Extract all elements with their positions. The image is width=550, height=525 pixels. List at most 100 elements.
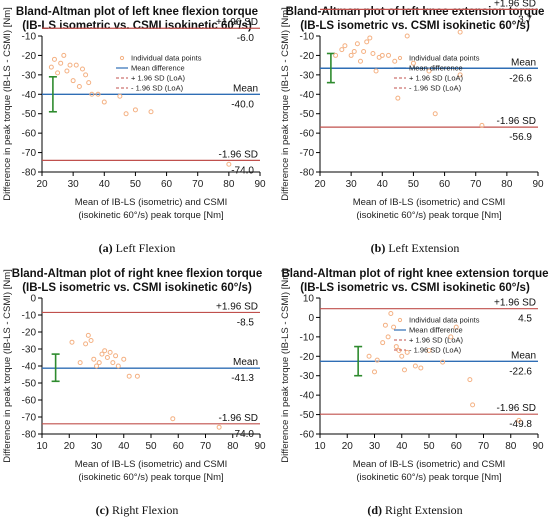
caption-text: Left Extension [385,241,459,255]
data-point [113,353,119,359]
x-axis-label: Mean of IB-LS (isometric) and CSMI [75,459,228,470]
panel-caption: (a) Left Flexion [99,241,176,255]
lower-loa-label: -1.96 SD [219,413,258,424]
y-tick-label: -80 [22,430,37,441]
legend-upper-label: + 1.96 SD (LoA) [409,74,463,83]
upper-loa-label: +1.96 SD [216,17,258,28]
legend-upper-label: + 1.96 SD (LoA) [409,336,463,345]
x-tick-label: 40 [99,179,111,190]
data-point [58,60,64,66]
data-point [357,58,363,64]
x-tick-label: 30 [346,179,358,190]
x-tick-label: 50 [145,441,157,452]
data-point [94,363,99,369]
data-point [372,369,377,375]
data-point [342,43,348,49]
x-tick-label: 60 [161,179,173,190]
data-point [104,355,110,360]
upper-loa-value: -6.0 [237,33,255,44]
y-tick-label: -20 [22,51,37,62]
y-axis-label: Difference in peak torque (IB-LS - CSMI)… [280,7,291,201]
x-tick-label: 60 [439,179,451,190]
y-tick-label: 10 [303,294,315,305]
panel-caption: (d) Right Extension [367,503,462,517]
data-point [91,356,97,362]
caption-text: Left Flexion [113,241,176,255]
x-axis-label: Mean of IB-LS (isometric) and CSMI [353,459,506,470]
chart-title: Bland-Altman plot of right knee flexion … [12,268,262,280]
mean-label: Mean [511,350,536,361]
x-tick-label: 20 [342,441,354,452]
caption-letter: (c) [96,503,109,517]
y-tick-label: -40 [300,90,315,101]
mean-label: Mean [233,83,258,94]
data-point [426,68,432,74]
data-point [440,359,446,365]
x-axis-label: Mean of IB-LS (isometric) and CSMI [75,197,228,208]
x-tick-label: 50 [408,179,420,190]
data-point [333,52,339,58]
data-point [55,70,61,76]
legend-lower-label: - 1.96 SD (LoA) [409,84,462,93]
upper-loa-value: -8.5 [237,317,255,328]
x-tick-label: 90 [254,441,266,452]
chart-subtitle: (IB-LS isometric vs. CSMI isokinetic 60°… [300,20,530,32]
data-point [401,367,407,373]
data-point [370,50,376,56]
mean-value: -26.6 [509,73,532,84]
x-tick-label: 10 [36,441,48,452]
legend-lower-label: - 1.96 SD (LoA) [131,84,184,93]
x-tick-label: 10 [314,441,326,452]
data-point [107,349,113,355]
y-tick-label: -30 [300,371,315,382]
chart-title: Bland-Altman plot of left knee flexion t… [16,6,258,18]
y-tick-label: -10 [300,32,315,43]
data-point [467,377,473,383]
caption-letter: (d) [367,503,382,517]
data-point [148,109,154,115]
y-tick-label: -60 [22,129,37,140]
mean-value: -22.6 [509,366,532,377]
data-point [61,52,67,58]
y-axis-label: Difference in peak torque (IB-LS - CSMI)… [2,7,13,201]
x-axis-label-line2: (isokinetic 60°/s) peak torque [Nm] [356,210,501,221]
data-point [132,107,138,113]
y-tick-label: -30 [22,345,37,356]
data-point [170,416,176,422]
y-axis-label: Difference in peak torque (IB-LS - CSMI)… [280,269,291,463]
x-tick-label: 80 [223,179,235,190]
data-point [48,64,54,70]
data-point [121,356,127,362]
y-tick-label: -40 [22,362,37,373]
legend-mean-label: Mean difference [409,326,463,335]
chart-panel-4: Bland-Altman plot of right knee extensio… [280,268,549,517]
x-tick-label: 20 [36,179,48,190]
data-point [134,373,140,379]
x-tick-label: 20 [314,179,326,190]
data-point [373,68,379,74]
data-point [380,340,386,346]
data-point [412,363,418,369]
panel-caption: (b) Left Extension [371,241,460,255]
legend-points-swatch [397,317,403,323]
data-point [516,417,522,423]
x-tick-label: 70 [200,441,212,452]
data-point [395,95,401,101]
data-point [101,99,107,105]
legend-lower-label: - 1.96 SD (LoA) [409,346,462,355]
data-point [426,347,432,353]
data-point [88,338,94,343]
y-tick-label: 0 [30,294,36,305]
y-tick-label: -30 [22,70,37,81]
x-axis-label: Mean of IB-LS (isometric) and CSMI [353,197,506,208]
data-point [95,91,101,97]
x-tick-label: 90 [532,441,544,452]
x-tick-label: 40 [118,441,130,452]
caption-text: Right Flexion [109,503,178,517]
legend-mean-label: Mean difference [131,64,185,73]
data-point [83,341,89,347]
data-point [361,49,367,55]
data-point [457,72,463,78]
